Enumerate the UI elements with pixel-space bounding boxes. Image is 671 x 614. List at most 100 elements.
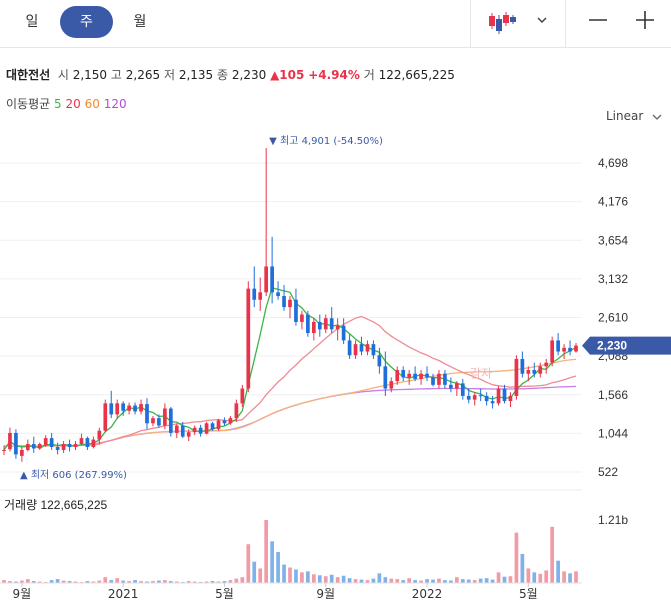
volume-bar: [216, 581, 221, 583]
price-tick-label: 2,610: [598, 311, 628, 325]
high-label: 고: [110, 68, 122, 82]
candle-body: [377, 355, 382, 367]
current-price-label: 2,230: [597, 339, 627, 353]
open-value: 2,150: [72, 68, 108, 82]
volume-title: 거래량 122,665,225: [4, 498, 108, 512]
volume-bar: [347, 578, 352, 583]
moving-average-legend[interactable]: 이동평균 5 20 60 120: [6, 95, 127, 112]
candle-body: [198, 427, 203, 434]
volume-bar: [556, 560, 560, 583]
candle-body: [371, 344, 376, 356]
volume-bar: [377, 573, 382, 583]
volume-bar: [49, 580, 54, 583]
zoom-out-button[interactable]: [583, 4, 613, 42]
candle-body: [20, 449, 24, 456]
period-tab-month[interactable]: 월: [133, 14, 147, 30]
volume-bar: [282, 564, 286, 583]
candle-body: [31, 444, 36, 449]
plus-icon: [636, 11, 654, 29]
price-tick-label: 4,698: [598, 156, 628, 170]
candle-body: [520, 358, 525, 374]
candle-body: [282, 296, 286, 308]
current-price-tag: [582, 336, 671, 355]
scale-selector[interactable]: Linear: [606, 109, 663, 123]
candle-body: [449, 384, 453, 389]
volume-bar: [311, 574, 316, 583]
candle-body: [139, 404, 143, 412]
candle-body: [258, 292, 263, 300]
volume-bar: [508, 576, 513, 583]
candle-body: [508, 395, 513, 402]
volume-bar: [532, 572, 537, 583]
candle-body: [306, 314, 310, 334]
volume-bar: [91, 581, 96, 583]
low-value: 2,135: [178, 68, 214, 82]
volume-bar: [323, 576, 328, 583]
volume-bar: [252, 561, 257, 583]
volume-bar: [365, 580, 370, 583]
candle-body: [151, 418, 155, 424]
volume-bar: [222, 581, 227, 583]
volume-bar: [395, 579, 400, 583]
volume-bar: [139, 581, 143, 583]
price-summary: 대한전선 시 2,150 고 2,265 저 2,135 종 2,230 ▲10…: [6, 66, 455, 83]
price-tick-label: 3,132: [598, 272, 628, 286]
x-axis-label: 5월: [215, 587, 234, 601]
candle-body: [526, 370, 531, 374]
ma20-label: 20: [65, 97, 81, 111]
candle-body: [127, 405, 131, 411]
volume-bar: [544, 570, 549, 583]
candle-body: [407, 373, 412, 378]
volume-bar: [401, 580, 406, 583]
candle-body: [538, 366, 543, 374]
volume-bar: [413, 580, 417, 583]
candle-body: [329, 318, 334, 330]
chevron-down-icon: [537, 17, 547, 24]
candle-body: [210, 423, 215, 430]
candle-body: [79, 438, 84, 445]
candle-body: [574, 345, 578, 352]
candle-body: [359, 344, 364, 352]
volume-bar: [157, 580, 161, 583]
volume-bar: [228, 580, 233, 583]
volume-bar: [31, 581, 36, 583]
minus-icon: [589, 19, 607, 21]
candle-body: [365, 344, 370, 352]
volume-bar: [484, 578, 489, 583]
candle-body: [85, 438, 90, 447]
zoom-in-button[interactable]: [630, 4, 660, 42]
candle-body: [425, 373, 429, 378]
price-tick-label: 1,566: [598, 388, 628, 402]
candle-body: [133, 405, 137, 412]
toolbar-divider: [470, 0, 471, 47]
candle-body: [556, 340, 560, 352]
stock-chart[interactable]: 4,6984,1763,6543,1322,6102,0881,5661,044…: [0, 130, 671, 614]
period-tab-day[interactable]: 일: [25, 14, 39, 30]
volume-bar: [472, 580, 477, 583]
volume-bar: [562, 571, 566, 583]
chart-type-selector[interactable]: [478, 4, 558, 42]
volume-bar: [383, 577, 388, 583]
ma60-label: 60: [84, 97, 100, 111]
volume-bar: [276, 551, 280, 583]
volume-bar: [270, 541, 274, 583]
candle-body: [115, 403, 120, 415]
top-toolbar: 일 주 월: [0, 0, 671, 48]
volume-bar: [115, 578, 120, 583]
candle-body: [353, 344, 358, 356]
candle-body: [192, 427, 197, 433]
period-tab-week[interactable]: 주: [60, 6, 113, 38]
volume-bar: [443, 580, 447, 583]
candle-body: [300, 314, 304, 322]
x-axis-label: 9월: [13, 587, 32, 601]
volume-bar: [359, 579, 364, 583]
volume-bar: [425, 579, 429, 583]
volume-bar: [294, 569, 298, 583]
change-percent: +4.94%: [308, 68, 360, 82]
candle-body: [276, 292, 280, 297]
stock-name: 대한전선: [6, 68, 51, 82]
volume-bar: [246, 544, 251, 583]
candle-body: [49, 438, 54, 447]
candle-body: [163, 408, 167, 426]
candle-body: [73, 444, 78, 447]
